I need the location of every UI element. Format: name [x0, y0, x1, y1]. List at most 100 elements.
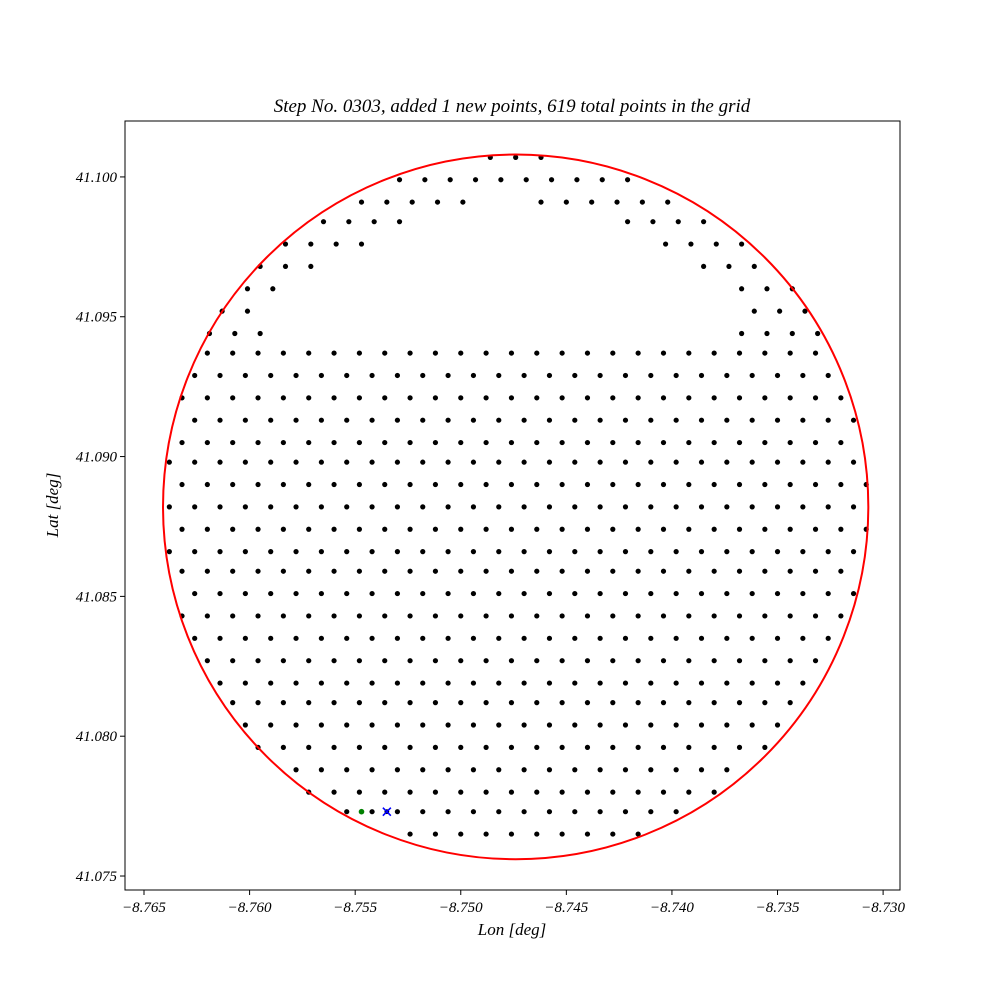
- grid-point: [711, 658, 717, 664]
- grid-point: [787, 613, 793, 619]
- grid-point: [192, 504, 198, 510]
- grid-point: [344, 809, 350, 815]
- grid-point: [762, 350, 768, 356]
- grid-point: [255, 481, 261, 488]
- grid-point: [382, 568, 388, 574]
- grid-point: [232, 330, 238, 337]
- grid-point: [812, 526, 819, 532]
- grid-point: [800, 680, 806, 686]
- grid-point: [369, 767, 375, 773]
- grid-point: [293, 549, 299, 555]
- grid-point: [496, 767, 502, 773]
- grid-point: [344, 459, 350, 465]
- grid-point: [673, 680, 679, 686]
- grid-point: [458, 658, 464, 664]
- grid-point: [217, 504, 223, 510]
- grid-point: [724, 504, 730, 510]
- grid-point: [369, 417, 375, 423]
- grid-point: [648, 767, 654, 773]
- grid-point: [280, 350, 286, 356]
- grid-point: [280, 439, 286, 446]
- grid-point: [584, 789, 591, 795]
- grid-point: [382, 526, 388, 532]
- grid-point: [394, 767, 401, 773]
- grid-point: [369, 680, 375, 686]
- grid-point: [166, 549, 172, 555]
- grid-point: [420, 767, 426, 773]
- grid-point: [318, 767, 324, 773]
- grid-point: [407, 568, 413, 574]
- grid-point: [230, 439, 236, 446]
- grid-point: [749, 504, 755, 510]
- grid-point: [508, 789, 515, 795]
- grid-point: [244, 308, 251, 314]
- grid-point: [546, 680, 553, 686]
- grid-point: [496, 809, 502, 815]
- grid-point: [179, 481, 185, 488]
- grid-point: [787, 700, 793, 706]
- grid-point: [698, 417, 705, 423]
- grid-point: [483, 481, 489, 488]
- grid-point: [280, 526, 286, 532]
- grid-point: [584, 700, 591, 706]
- grid-point: [230, 658, 236, 664]
- x-tick-label: −8.730: [861, 900, 905, 916]
- grid-point: [546, 722, 553, 728]
- grid-point: [546, 809, 553, 815]
- grid-point: [635, 658, 641, 664]
- grid-point: [584, 568, 591, 574]
- grid-point: [204, 439, 210, 446]
- grid-point: [331, 481, 337, 488]
- grid-point: [204, 481, 210, 488]
- grid-point: [244, 286, 251, 292]
- grid-point: [584, 831, 591, 837]
- grid-point: [394, 635, 401, 641]
- grid-point: [559, 789, 565, 795]
- grid-point: [407, 658, 413, 664]
- grid-point: [660, 481, 667, 488]
- grid-point: [356, 568, 363, 574]
- grid-point: [242, 372, 248, 379]
- grid-point: [673, 809, 679, 815]
- grid-point: [610, 395, 616, 401]
- grid-point: [242, 549, 248, 555]
- grid-point: [382, 439, 388, 446]
- grid-point: [610, 350, 616, 356]
- new-point: [358, 808, 365, 815]
- grid-point: [584, 350, 591, 356]
- grid-point: [356, 395, 363, 401]
- grid-point: [673, 767, 679, 773]
- grid-point: [597, 635, 603, 641]
- grid-point: [394, 504, 401, 510]
- grid-point: [432, 439, 439, 446]
- grid-point: [483, 658, 489, 664]
- grid-point: [280, 744, 286, 750]
- grid-point: [318, 459, 324, 465]
- grid-point: [432, 568, 439, 574]
- grid-point: [356, 350, 363, 356]
- grid-point: [166, 504, 172, 510]
- grid-point: [255, 613, 261, 619]
- grid-point: [242, 722, 248, 728]
- grid-point: [774, 549, 781, 555]
- grid-point: [648, 680, 654, 686]
- grid-point: [255, 395, 261, 401]
- boundary-circle: [162, 153, 870, 861]
- grid-point: [293, 504, 299, 510]
- grid-point: [204, 568, 210, 574]
- grid-point: [736, 350, 743, 356]
- grid-point: [432, 481, 439, 488]
- grid-point: [838, 526, 844, 532]
- grid-point: [496, 372, 502, 379]
- grid-point: [597, 504, 603, 510]
- grid-point: [470, 372, 477, 379]
- grid-point: [614, 199, 620, 205]
- grid-point: [673, 417, 679, 423]
- grid-point: [673, 635, 679, 641]
- grid-point: [358, 241, 365, 247]
- y-tick-label: 41.085: [76, 589, 118, 605]
- grid-point: [255, 700, 261, 706]
- grid-point: [825, 635, 831, 641]
- grid-point: [736, 568, 743, 574]
- grid-point: [635, 526, 641, 532]
